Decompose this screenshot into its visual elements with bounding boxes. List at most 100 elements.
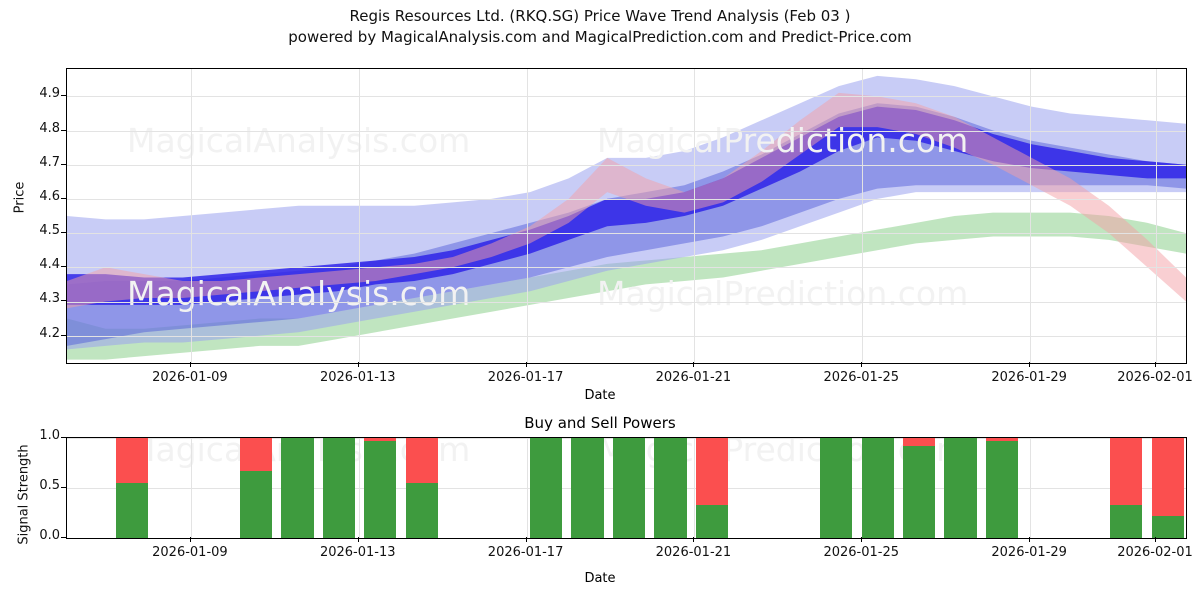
buy-power-segment [985, 441, 1019, 538]
price-gridline-v [1156, 69, 1157, 363]
buy-power-segment [612, 438, 646, 538]
price-x-tickmark [861, 362, 863, 367]
signal-y-tick-label: 0.5 [39, 478, 60, 493]
price-gridline-h [67, 267, 1186, 269]
price-gridline-v [862, 69, 864, 363]
signal-x-tick-label: 2026-01-17 [487, 545, 564, 560]
signal-bar [1110, 438, 1143, 538]
price-x-tick-label: 2026-02-01 [1117, 370, 1193, 385]
price-x-tickmark [525, 362, 527, 367]
price-gridline-v [358, 69, 360, 363]
signal-chart-title: Buy and Sell Powers [524, 414, 676, 432]
signal-x-tickmark [1029, 537, 1031, 542]
price-y-tick-label: 4.2 [39, 325, 60, 341]
signal-y-tickmark [61, 487, 66, 488]
signal-bar [654, 438, 687, 538]
buy-power-segment [281, 438, 314, 538]
price-y-tickmark [61, 95, 66, 97]
signal-x-tickmark [861, 537, 863, 542]
sell-power-segment [903, 438, 936, 446]
signal-bar [985, 438, 1019, 538]
price-y-tick-label: 4.8 [39, 120, 60, 136]
signal-x-tick-label: 2026-01-09 [152, 545, 228, 560]
price-x-tick-label: 2026-01-09 [152, 370, 228, 385]
price-wave-plot: MagicalAnalysis.com MagicalPrediction.com… [66, 68, 1187, 364]
signal-bar [944, 438, 977, 538]
price-x-axis-label: Date [584, 388, 616, 403]
price-x-tickmark [1029, 362, 1031, 367]
sell-power-segment [364, 438, 397, 441]
page-title: Regis Resources Ltd. (RKQ.SG) Price Wave… [349, 7, 851, 25]
signal-x-tick-label: 2026-01-13 [319, 545, 396, 560]
signal-y-tickmark [61, 537, 66, 538]
price-band-svg [67, 75, 1186, 360]
price-gridline-h [67, 233, 1186, 235]
price-y-tickmark [61, 334, 66, 336]
price-x-tick-label: 2026-01-25 [823, 370, 900, 385]
price-gridline-v [1030, 69, 1032, 363]
buy-power-segment [695, 505, 729, 538]
buy-power-segment [322, 438, 356, 538]
signal-gridline-v [358, 438, 360, 538]
price-gridline-h [67, 164, 1186, 166]
price-gridline-v [526, 69, 528, 363]
signal-x-tick-label: 2026-01-29 [991, 545, 1067, 560]
price-gridline-v [694, 69, 696, 363]
price-x-tickmark [357, 362, 359, 367]
signal-bar [281, 438, 314, 538]
signal-bar [364, 438, 397, 538]
signal-x-tickmark [693, 537, 695, 542]
signal-bar [571, 438, 604, 538]
signal-bar [861, 438, 894, 538]
buy-power-segment [1110, 505, 1143, 538]
signal-gridline-h [67, 538, 1186, 539]
price-x-tick-label: 2026-01-13 [319, 370, 396, 385]
price-band-pink-resistance-wave [67, 92, 1186, 309]
buy-power-segment [1151, 516, 1184, 538]
signal-y-tick-label: 0.0 [39, 528, 60, 543]
signal-y-tickmark [61, 437, 66, 438]
signal-x-tick-label: 2026-02-01 [1117, 545, 1193, 560]
signal-gridline-v [190, 438, 192, 538]
signal-bar [1151, 438, 1184, 538]
price-gridline-h [67, 130, 1186, 132]
price-x-tickmark [1155, 362, 1156, 367]
buy-power-segment [364, 441, 397, 538]
signal-bar [695, 438, 729, 538]
price-x-tick-label: 2026-01-21 [655, 370, 732, 385]
price-y-tick-label: 4.4 [39, 257, 60, 273]
sell-power-segment [695, 438, 729, 505]
signal-x-tick-label: 2026-01-21 [655, 545, 732, 560]
price-gridline-h [67, 198, 1186, 200]
buy-power-segment [903, 446, 936, 538]
sell-power-segment [239, 438, 273, 471]
price-y-tickmark [61, 266, 66, 268]
price-y-tickmark [61, 232, 66, 234]
buy-power-segment [530, 438, 563, 538]
sell-power-segment [985, 438, 1019, 441]
price-y-tick-label: 4.5 [39, 223, 60, 239]
price-gridline-h [67, 335, 1186, 337]
price-x-tick-label: 2026-01-29 [991, 370, 1067, 385]
buy-power-segment [571, 438, 604, 538]
price-gridline-h [67, 96, 1186, 98]
signal-gridline-v [1030, 438, 1032, 538]
price-y-tickmark [61, 197, 66, 199]
signal-gridline-v [694, 438, 696, 538]
page-subtitle: powered by MagicalAnalysis.com and Magic… [288, 28, 912, 46]
signal-bar [405, 438, 438, 538]
signal-x-tick-label: 2026-01-25 [823, 545, 900, 560]
signal-x-axis-label: Date [584, 571, 616, 586]
price-x-tick-label: 2026-01-17 [487, 370, 564, 385]
sell-power-segment [115, 438, 148, 483]
sell-power-segment [1151, 438, 1184, 516]
signal-x-tickmark [525, 537, 527, 542]
signal-bar [612, 438, 646, 538]
sell-power-segment [405, 438, 438, 483]
signal-bar [239, 438, 273, 538]
signal-bar [820, 438, 853, 538]
chart-title-block: Regis Resources Ltd. (RKQ.SG) Price Wave… [0, 6, 1200, 48]
price-y-tick-label: 4.9 [39, 86, 60, 102]
